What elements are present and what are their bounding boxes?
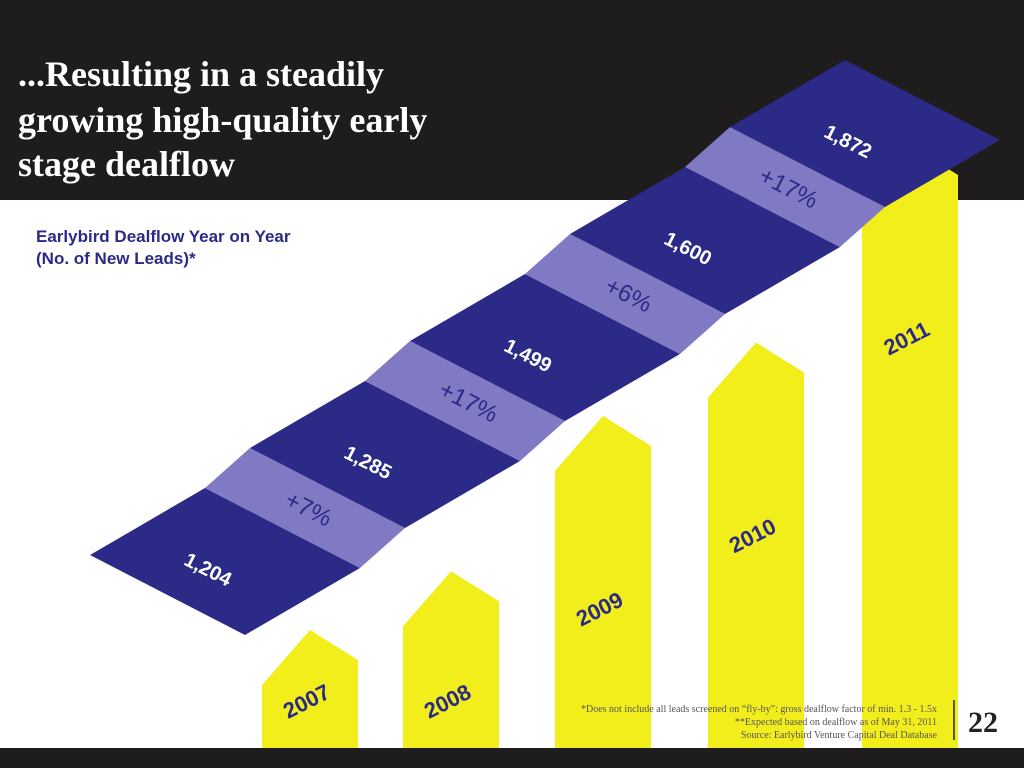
post (708, 342, 804, 748)
tread (250, 381, 520, 528)
riser (205, 448, 405, 568)
post (403, 571, 499, 748)
post (555, 415, 651, 748)
tread (90, 488, 360, 635)
subtitle-line: (No. of New Leads)* (36, 249, 196, 268)
tread (410, 274, 680, 421)
title-line: ...Resulting in a steadily (18, 54, 384, 94)
post (862, 145, 958, 748)
footnote: Source: Earlybird Venture Capital Deal D… (741, 730, 938, 741)
footnote: **Expected based on dealflow as of May 3… (735, 717, 937, 728)
riser (525, 234, 725, 354)
title-line: stage dealflow (18, 144, 235, 184)
footnote: *Does not include all leads screened on … (581, 704, 937, 715)
subtitle-line: Earlybird Dealflow Year on Year (36, 227, 291, 246)
tread (570, 167, 840, 314)
riser (365, 341, 565, 461)
post (262, 630, 358, 748)
page-number: 22 (968, 706, 998, 739)
title-line: growing high-quality early (18, 100, 427, 140)
footer-band (0, 748, 1024, 768)
riser (685, 127, 885, 247)
tread (730, 60, 1000, 207)
